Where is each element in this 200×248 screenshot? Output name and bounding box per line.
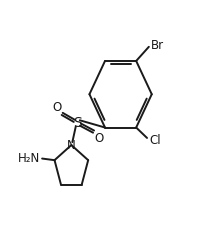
Text: Br: Br: [150, 39, 163, 52]
Text: S: S: [73, 116, 81, 130]
Text: H₂N: H₂N: [18, 152, 40, 165]
Text: O: O: [52, 101, 61, 114]
Text: O: O: [94, 132, 103, 145]
Text: N: N: [67, 139, 75, 152]
Text: Cl: Cl: [148, 134, 160, 147]
